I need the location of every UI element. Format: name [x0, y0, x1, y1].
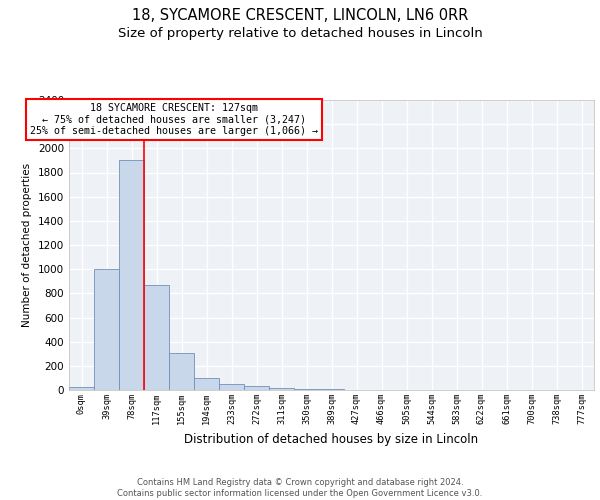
Bar [244, 386, 269, 390]
Text: 18 SYCAMORE CRESCENT: 127sqm
← 75% of detached houses are smaller (3,247)
25% of: 18 SYCAMORE CRESCENT: 127sqm ← 75% of de… [30, 103, 318, 136]
Bar [69, 387, 94, 390]
Bar [219, 384, 244, 390]
Text: Size of property relative to detached houses in Lincoln: Size of property relative to detached ho… [118, 28, 482, 40]
Bar [194, 378, 219, 390]
Y-axis label: Number of detached properties: Number of detached properties [22, 163, 32, 327]
Text: 18, SYCAMORE CRESCENT, LINCOLN, LN6 0RR: 18, SYCAMORE CRESCENT, LINCOLN, LN6 0RR [132, 8, 468, 22]
Bar [144, 285, 169, 390]
Text: Contains HM Land Registry data © Crown copyright and database right 2024.
Contai: Contains HM Land Registry data © Crown c… [118, 478, 482, 498]
Bar [169, 352, 194, 390]
X-axis label: Distribution of detached houses by size in Lincoln: Distribution of detached houses by size … [184, 432, 479, 446]
Bar [94, 269, 119, 390]
Bar [269, 388, 294, 390]
Bar [119, 160, 144, 390]
